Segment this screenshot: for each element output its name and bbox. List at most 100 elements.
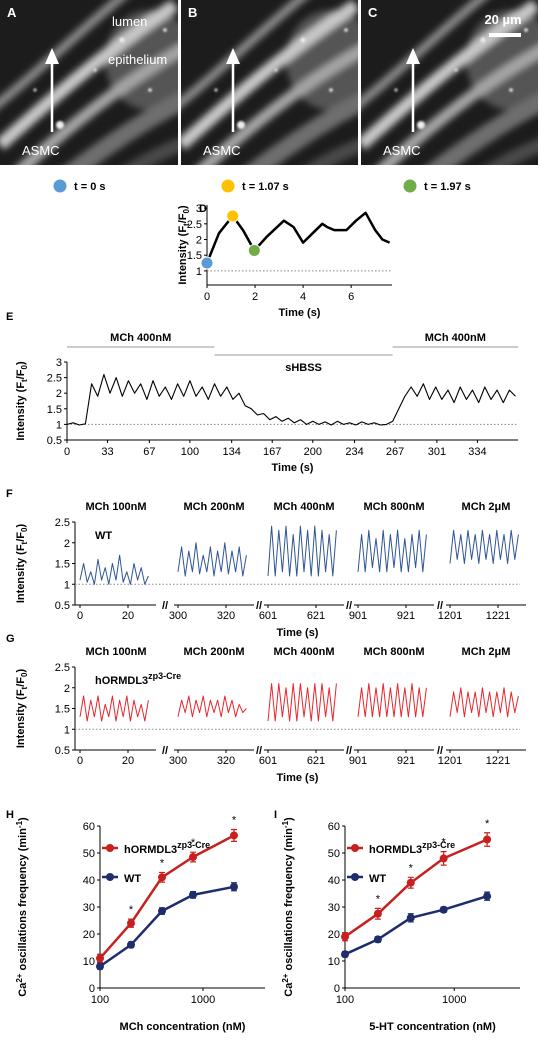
y-tick-label: 50 [328, 848, 340, 860]
y-tick-label: 1 [64, 579, 70, 591]
legend-label: WT [369, 873, 386, 885]
x-tick-label: 6 [348, 291, 354, 303]
image-label: ASMC [203, 143, 241, 158]
y-axis-label: Intensity (Ft/F0) [15, 669, 29, 749]
x-tick-label: 100 [181, 446, 199, 458]
arrow-head [45, 48, 59, 64]
series-line [344, 895, 488, 956]
marker [96, 954, 104, 963]
x-tick-label: 100 [91, 994, 109, 1006]
y-axis-label-part: /F [177, 213, 189, 223]
legend-label: hORMDL3zp3-Cre [369, 840, 455, 856]
legend-label: WT [124, 873, 141, 885]
y-axis-label: Intensity (Ft/F0) [15, 524, 29, 604]
marker [373, 909, 382, 918]
y-axis-label-part: Intensity (F [15, 689, 27, 748]
significance-star: * [409, 862, 414, 874]
y-tick-label: 1.5 [47, 404, 62, 416]
segment-header: MCh 800nM [363, 646, 424, 658]
micrograph [351, 0, 540, 190]
x-tick-label: 334 [468, 446, 486, 458]
y-axis-label-part: oscillations frequency (min [283, 828, 295, 974]
y-axis-label-part: t [20, 541, 29, 544]
x-tick-label: 921 [397, 755, 415, 767]
image-label: ASMC [22, 143, 60, 158]
y-axis-label-part: t [182, 223, 191, 226]
trace [267, 525, 337, 577]
panel-label: C [368, 5, 378, 20]
legend-sup: zp3-Cre [422, 840, 455, 850]
axis-break: // [437, 600, 443, 612]
micrograph [171, 0, 376, 190]
y-tick-label: 1 [64, 724, 70, 736]
y-axis-label-part: 0 [20, 527, 29, 532]
legend-marker [351, 873, 359, 881]
axis-break: // [162, 745, 168, 757]
segment-header: MCh 2μM [462, 501, 511, 513]
y-tick-label: 1 [196, 266, 202, 278]
x-tick-label: 300 [169, 755, 187, 767]
y-tick-label: 1 [56, 419, 62, 431]
x-tick-label: 167 [263, 446, 281, 458]
arrow-head [226, 48, 240, 64]
x-axis-label: MCh concentration (nM) [120, 1021, 246, 1033]
x-tick-label: 0 [77, 610, 83, 622]
x-tick-label: 1221 [486, 755, 510, 767]
y-axis-label-part: /F [15, 677, 27, 687]
significance-star: * [376, 893, 381, 905]
x-axis-label: 5-HT concentration (nM) [369, 1021, 496, 1033]
period-label: MCh 400nM [425, 332, 486, 344]
image-label: ASMC [383, 143, 421, 158]
image-a: A lumen epithelium ASMC [0, 0, 195, 190]
trace [177, 695, 247, 718]
legend-label: hORMDL3zp3-Cre [124, 840, 210, 856]
legend-label: t = 0 s [74, 181, 106, 193]
significance-star: * [191, 837, 196, 849]
trace [205, 211, 391, 264]
series-name: hORMDL3 [95, 675, 148, 687]
trace [79, 695, 149, 722]
trace [449, 687, 519, 718]
y-tick-label: 0.5 [47, 435, 62, 447]
axis-break: // [256, 600, 262, 612]
y-tick-label: 2.5 [55, 517, 70, 529]
image-b: B ASMC [171, 0, 376, 190]
y-axis-label-part: 0 [182, 209, 191, 214]
x-tick-label: 301 [428, 446, 446, 458]
y-tick-label: 40 [328, 875, 340, 887]
legend-name: hORMDL3 [369, 844, 422, 856]
segment-header: MCh 100nM [85, 501, 146, 513]
y-axis-label-part: ) [15, 524, 27, 528]
x-tick-label: 601 [259, 755, 277, 767]
y-tick-label: 30 [83, 902, 95, 914]
marker [341, 950, 349, 959]
y-axis-label-part: 0 [20, 365, 29, 370]
trace [357, 683, 427, 718]
y-axis-label-part: 0 [20, 672, 29, 677]
marker [406, 878, 415, 887]
y-tick-label: 10 [83, 956, 95, 968]
y-axis-label-part: ) [17, 817, 29, 821]
y-axis-label-part: Intensity (F [15, 382, 27, 441]
trace [267, 683, 337, 722]
y-tick-label: 10 [328, 956, 340, 968]
segment-header: MCh 400nM [273, 646, 334, 658]
y-axis-label-part: Ca [283, 982, 295, 997]
legend-marker [106, 873, 114, 881]
y-axis-label: Intensity (Ft/F0) [177, 205, 191, 285]
y-axis-label-part: -1 [15, 820, 24, 828]
scale-bar-label: 20 µm [484, 12, 521, 27]
x-tick-label: 234 [345, 446, 363, 458]
axis-break: // [162, 600, 168, 612]
axis-break: // [346, 745, 352, 757]
panel-label: D [199, 203, 207, 215]
trace [66, 373, 516, 426]
legend-swatch [402, 178, 418, 194]
y-tick-label: 3 [56, 357, 62, 369]
x-tick-label: 20 [122, 610, 134, 622]
segment-header: MCh 200nM [183, 501, 244, 513]
x-tick-label: 320 [217, 755, 235, 767]
x-tick-label: 320 [217, 610, 235, 622]
